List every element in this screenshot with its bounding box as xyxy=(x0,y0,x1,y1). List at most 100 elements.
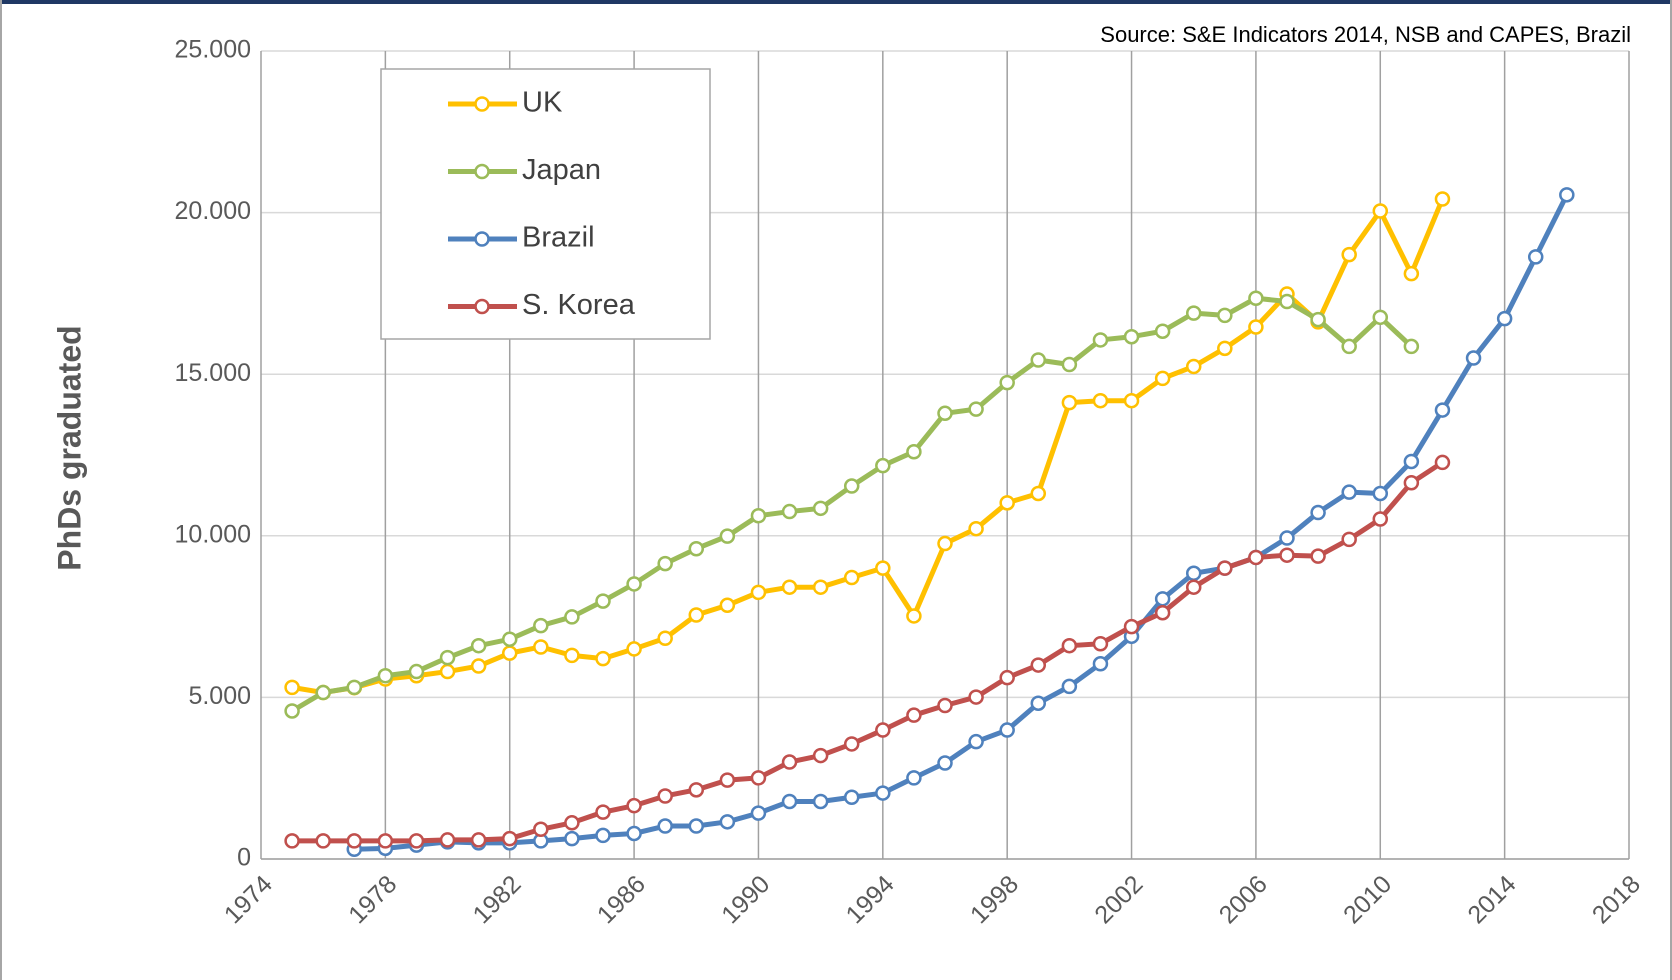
data-point xyxy=(1185,358,1202,375)
data-point xyxy=(1341,246,1357,263)
data-point xyxy=(719,597,736,614)
data-point xyxy=(968,733,984,750)
data-point xyxy=(1030,695,1047,711)
data-point xyxy=(937,405,953,422)
data-point xyxy=(750,770,767,786)
data-point xyxy=(1496,310,1513,327)
data-point xyxy=(595,650,611,667)
data-point xyxy=(315,833,331,849)
data-point xyxy=(968,520,984,537)
x-tick-label: 2014 xyxy=(1462,870,1521,929)
x-tick-label: 1978 xyxy=(343,870,402,929)
data-point xyxy=(1092,332,1109,348)
data-point xyxy=(1154,370,1171,387)
data-point xyxy=(284,703,300,719)
data-point xyxy=(1061,394,1078,411)
data-point xyxy=(626,641,642,657)
data-point xyxy=(564,647,580,664)
data-point xyxy=(719,528,736,544)
data-point xyxy=(1403,453,1420,470)
data-point xyxy=(1434,191,1451,207)
data-point xyxy=(470,658,487,674)
data-point xyxy=(1372,203,1389,219)
data-point xyxy=(1248,549,1264,566)
data-point xyxy=(564,609,580,625)
legend-label: Brazil xyxy=(522,222,595,254)
data-point xyxy=(999,669,1015,686)
data-point xyxy=(1061,356,1078,373)
x-tick-label: 1974 xyxy=(219,870,278,929)
data-point xyxy=(688,540,705,557)
legend-marker xyxy=(474,298,490,315)
data-point xyxy=(1248,290,1264,306)
data-point xyxy=(657,818,673,834)
data-point xyxy=(1092,656,1109,672)
data-point xyxy=(812,747,829,764)
data-point xyxy=(284,679,300,696)
data-point xyxy=(626,797,642,814)
data-point xyxy=(1372,309,1389,326)
legend-marker xyxy=(474,96,490,112)
data-point xyxy=(657,630,673,647)
data-point xyxy=(533,617,549,634)
y-tick-label: 0 xyxy=(237,844,251,872)
data-point xyxy=(533,821,549,838)
x-tick-label: 2002 xyxy=(1089,870,1148,929)
data-point xyxy=(1092,635,1109,652)
data-point xyxy=(688,607,705,623)
data-point xyxy=(937,697,953,714)
data-point xyxy=(1185,579,1202,595)
data-point xyxy=(781,503,798,520)
data-point xyxy=(626,825,642,842)
y-tick-label: 5.000 xyxy=(188,682,251,710)
top-bar xyxy=(0,0,1672,4)
data-point xyxy=(812,579,829,595)
data-point xyxy=(750,805,767,821)
data-point xyxy=(999,722,1015,738)
x-tick-label: 1994 xyxy=(841,870,900,929)
data-point xyxy=(781,754,798,770)
data-point xyxy=(564,815,580,831)
data-point xyxy=(1061,637,1078,654)
data-point xyxy=(906,444,922,460)
x-tick-label: 1986 xyxy=(592,870,651,929)
data-point xyxy=(1123,618,1140,635)
data-point xyxy=(1123,392,1140,409)
data-point xyxy=(1061,678,1078,695)
data-point xyxy=(1123,328,1140,345)
data-point xyxy=(906,707,922,723)
data-point xyxy=(1185,565,1202,582)
data-point xyxy=(1030,657,1047,673)
data-point xyxy=(564,830,580,847)
data-point xyxy=(843,789,860,806)
legend-box xyxy=(380,68,711,340)
data-point xyxy=(1217,560,1233,576)
data-point xyxy=(1403,475,1420,491)
legend-label: Japan xyxy=(522,154,601,186)
source-note: Source: S&E Indicators 2014, NSB and CAP… xyxy=(1100,22,1631,47)
data-point xyxy=(875,785,891,801)
data-point xyxy=(1403,338,1420,355)
data-point xyxy=(937,535,953,552)
data-point xyxy=(439,832,456,848)
data-point xyxy=(999,374,1015,391)
data-point xyxy=(781,793,798,810)
data-point xyxy=(1434,454,1451,471)
x-tick-label: 1998 xyxy=(965,870,1024,929)
data-point xyxy=(595,593,611,609)
data-point xyxy=(1217,340,1233,357)
data-point xyxy=(906,608,922,624)
data-point xyxy=(1372,485,1389,502)
data-point xyxy=(1403,265,1420,282)
data-point xyxy=(626,576,642,592)
data-point xyxy=(408,663,425,680)
data-point xyxy=(968,401,984,417)
data-point xyxy=(999,495,1015,511)
x-tick-label: 1990 xyxy=(716,870,775,929)
data-point xyxy=(719,814,736,830)
left-border xyxy=(0,0,2,980)
data-point xyxy=(1341,338,1357,355)
data-point xyxy=(875,722,891,738)
data-point xyxy=(843,478,860,494)
